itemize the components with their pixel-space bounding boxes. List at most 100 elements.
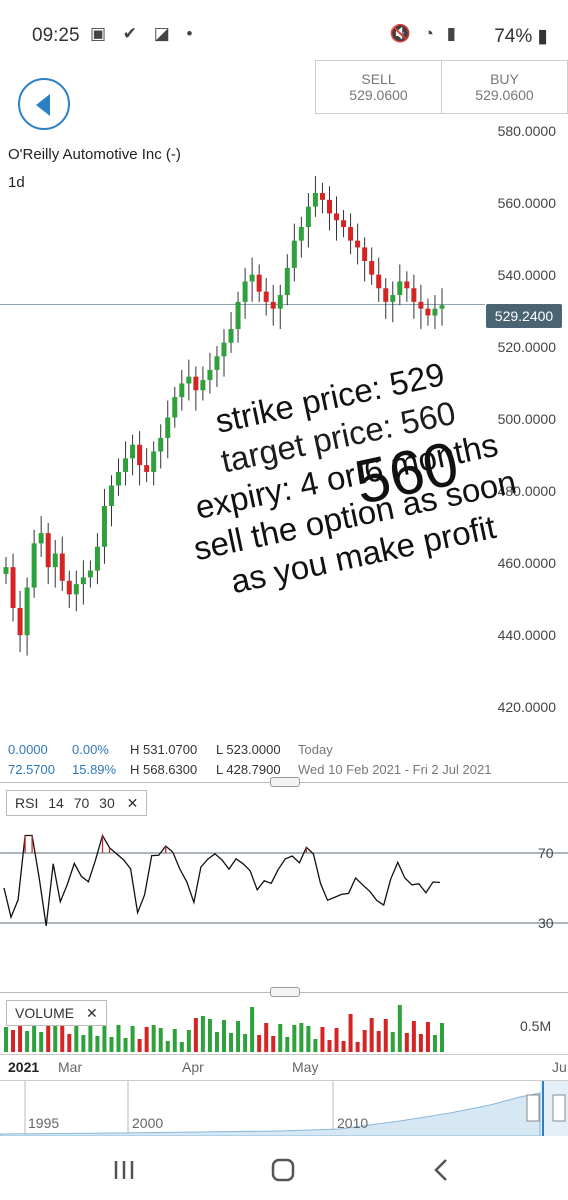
high-value: H 531.0700: [130, 742, 198, 757]
candle-up: [242, 281, 248, 302]
candle-up: [123, 458, 129, 472]
volume-bar: [4, 1027, 8, 1052]
candle-up: [390, 295, 396, 302]
back-arrow-icon: [36, 94, 50, 116]
volume-bar: [334, 1028, 339, 1052]
rsi-param: 30: [99, 795, 115, 811]
sell-price: 529.0600: [349, 87, 408, 103]
volume-bar: [299, 1023, 304, 1052]
volume-bar: [278, 1024, 283, 1052]
candle-up: [24, 587, 30, 636]
candle-down: [10, 567, 16, 608]
price-axis-label: 460.0000: [497, 555, 556, 571]
volume-bar: [116, 1025, 121, 1052]
close-icon[interactable]: ✕: [126, 795, 139, 811]
volume-bar: [172, 1029, 177, 1052]
candle-up: [116, 471, 122, 486]
instrument-name: O'Reilly Automotive Inc (-): [8, 146, 181, 163]
rsi-chart[interactable]: [0, 790, 568, 990]
back-nav-icon: [434, 1159, 447, 1181]
buy-price: 529.0600: [475, 87, 534, 103]
candle-down: [411, 288, 417, 302]
home-button[interactable]: [263, 1150, 303, 1190]
candle-up: [249, 274, 255, 282]
candle-up: [291, 240, 297, 268]
volume-bar: [306, 1026, 311, 1052]
overview-right-handle[interactable]: [552, 1094, 566, 1122]
back-button[interactable]: [18, 78, 70, 130]
candle-down: [319, 193, 325, 200]
volume-bar: [74, 1022, 79, 1052]
overview-navigator[interactable]: 1995 2000 2010: [0, 1080, 568, 1136]
candle-down: [17, 607, 23, 636]
price-axis-label: 540.0000: [497, 267, 556, 283]
volume-bar: [383, 1019, 388, 1052]
buy-button[interactable]: BUY 529.0600: [441, 61, 567, 113]
volume-bar: [53, 1018, 58, 1052]
candle-up: [165, 417, 171, 438]
price-axis-label: 500.0000: [497, 411, 556, 427]
candle-down: [59, 553, 65, 581]
candle-down: [137, 444, 143, 466]
month-label: May: [292, 1059, 319, 1075]
candle-up: [80, 577, 86, 585]
rsi-overbought-area: [24, 835, 308, 853]
price-axis-label: 520.0000: [497, 339, 556, 355]
price-axis-label: 480.0000: [497, 483, 556, 499]
candle-down: [270, 301, 276, 309]
candle-down: [418, 301, 424, 309]
volume-bar: [102, 1009, 107, 1052]
volume-bar: [179, 1042, 184, 1052]
rsi-label: RSI: [15, 795, 39, 811]
volume-bar: [418, 1034, 423, 1052]
overview-left-handle[interactable]: [526, 1094, 540, 1122]
resize-handle[interactable]: [270, 777, 300, 787]
period-label: Today: [298, 742, 333, 757]
time-axis: 2021 Mar Apr May Ju: [0, 1054, 568, 1078]
price-axis-label: 440.0000: [497, 627, 556, 643]
volume-bar: [81, 1035, 86, 1052]
volume-bar: [32, 1019, 37, 1052]
volume-bar: [11, 1030, 16, 1052]
volume-bar: [404, 1033, 409, 1052]
candle-up: [151, 451, 157, 472]
candle-down: [66, 580, 72, 595]
volume-bar: [390, 1032, 395, 1052]
candle-up: [305, 206, 311, 228]
rsi-indicator-tag[interactable]: RSI 14 70 30 ✕: [6, 790, 148, 816]
resize-handle[interactable]: [270, 987, 300, 997]
recent-apps-button[interactable]: [104, 1150, 144, 1190]
candle-up: [312, 193, 318, 207]
back-nav-button[interactable]: [422, 1150, 462, 1190]
overview-chart: [0, 1081, 568, 1136]
volume-bar: [214, 1032, 219, 1052]
candle-up: [186, 376, 192, 384]
volume-bars: [4, 1005, 444, 1052]
price-axis-label: 580.0000: [497, 123, 556, 139]
candle-up: [200, 380, 206, 391]
volume-bar: [229, 1033, 234, 1052]
candle-down: [376, 274, 382, 289]
low-value: L 523.0000: [216, 742, 281, 757]
volume-bar: [46, 1020, 51, 1052]
volume-bar: [222, 1020, 226, 1052]
candle-up: [3, 567, 9, 574]
volume-bar: [243, 1034, 248, 1052]
candle-down: [144, 465, 150, 472]
timeframe-selector[interactable]: 1d: [8, 174, 25, 191]
volume-bar: [285, 1037, 290, 1052]
volume-bar: [397, 1005, 402, 1052]
volume-chart[interactable]: [0, 996, 568, 1054]
month-label: Ju: [552, 1059, 567, 1075]
volume-indicator-tag[interactable]: VOLUME ✕: [6, 1000, 107, 1026]
sell-button[interactable]: SELL 529.0600: [316, 61, 441, 113]
rsi-lower-label: 30: [538, 915, 554, 931]
volume-bar: [144, 1027, 149, 1052]
close-icon[interactable]: ✕: [86, 1005, 98, 1021]
buy-label: BUY: [490, 71, 519, 87]
volume-bar: [25, 1031, 30, 1052]
volume-bar: [320, 1027, 325, 1052]
candle-up: [87, 570, 93, 578]
price-chart[interactable]: [0, 120, 568, 740]
volume-scale-label: 0.5M: [520, 1018, 552, 1034]
